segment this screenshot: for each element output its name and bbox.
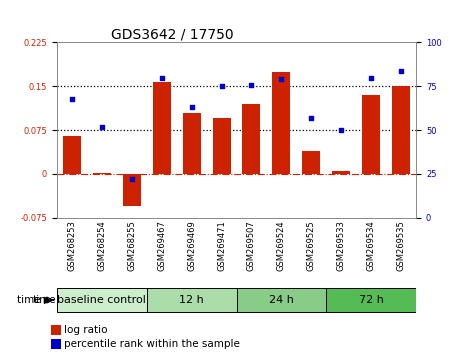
Bar — [123, 174, 140, 206]
Text: 72 h: 72 h — [359, 295, 384, 305]
Text: GDS3642 / 17750: GDS3642 / 17750 — [111, 27, 233, 41]
Point — [218, 84, 225, 89]
Bar — [326, 288, 416, 312]
Text: time: time — [33, 295, 57, 305]
Bar — [153, 82, 171, 174]
Bar — [93, 173, 111, 174]
Text: percentile rank within the sample: percentile rank within the sample — [64, 339, 240, 349]
Point — [158, 75, 166, 80]
Point — [98, 124, 105, 130]
Text: time ▶: time ▶ — [17, 295, 52, 305]
Point — [278, 76, 285, 82]
Bar — [51, 339, 61, 349]
Point — [68, 96, 76, 101]
Point — [128, 176, 135, 182]
Bar — [236, 288, 326, 312]
Bar — [243, 104, 261, 174]
Bar — [51, 325, 61, 335]
Bar — [57, 288, 147, 312]
Point — [368, 75, 375, 80]
Point — [307, 115, 315, 121]
Bar — [272, 72, 290, 174]
Bar — [362, 95, 380, 174]
Bar — [302, 150, 320, 174]
Text: 24 h: 24 h — [269, 295, 294, 305]
Point — [188, 104, 195, 110]
Point — [397, 68, 405, 73]
Text: 12 h: 12 h — [179, 295, 204, 305]
Bar — [147, 288, 236, 312]
Text: log ratio: log ratio — [64, 325, 108, 335]
Point — [338, 127, 345, 133]
Bar — [212, 118, 230, 174]
Text: baseline control: baseline control — [57, 295, 146, 305]
Point — [248, 82, 255, 87]
Bar — [183, 113, 201, 174]
Bar — [392, 86, 410, 174]
Bar — [333, 171, 350, 174]
Bar — [63, 136, 81, 174]
